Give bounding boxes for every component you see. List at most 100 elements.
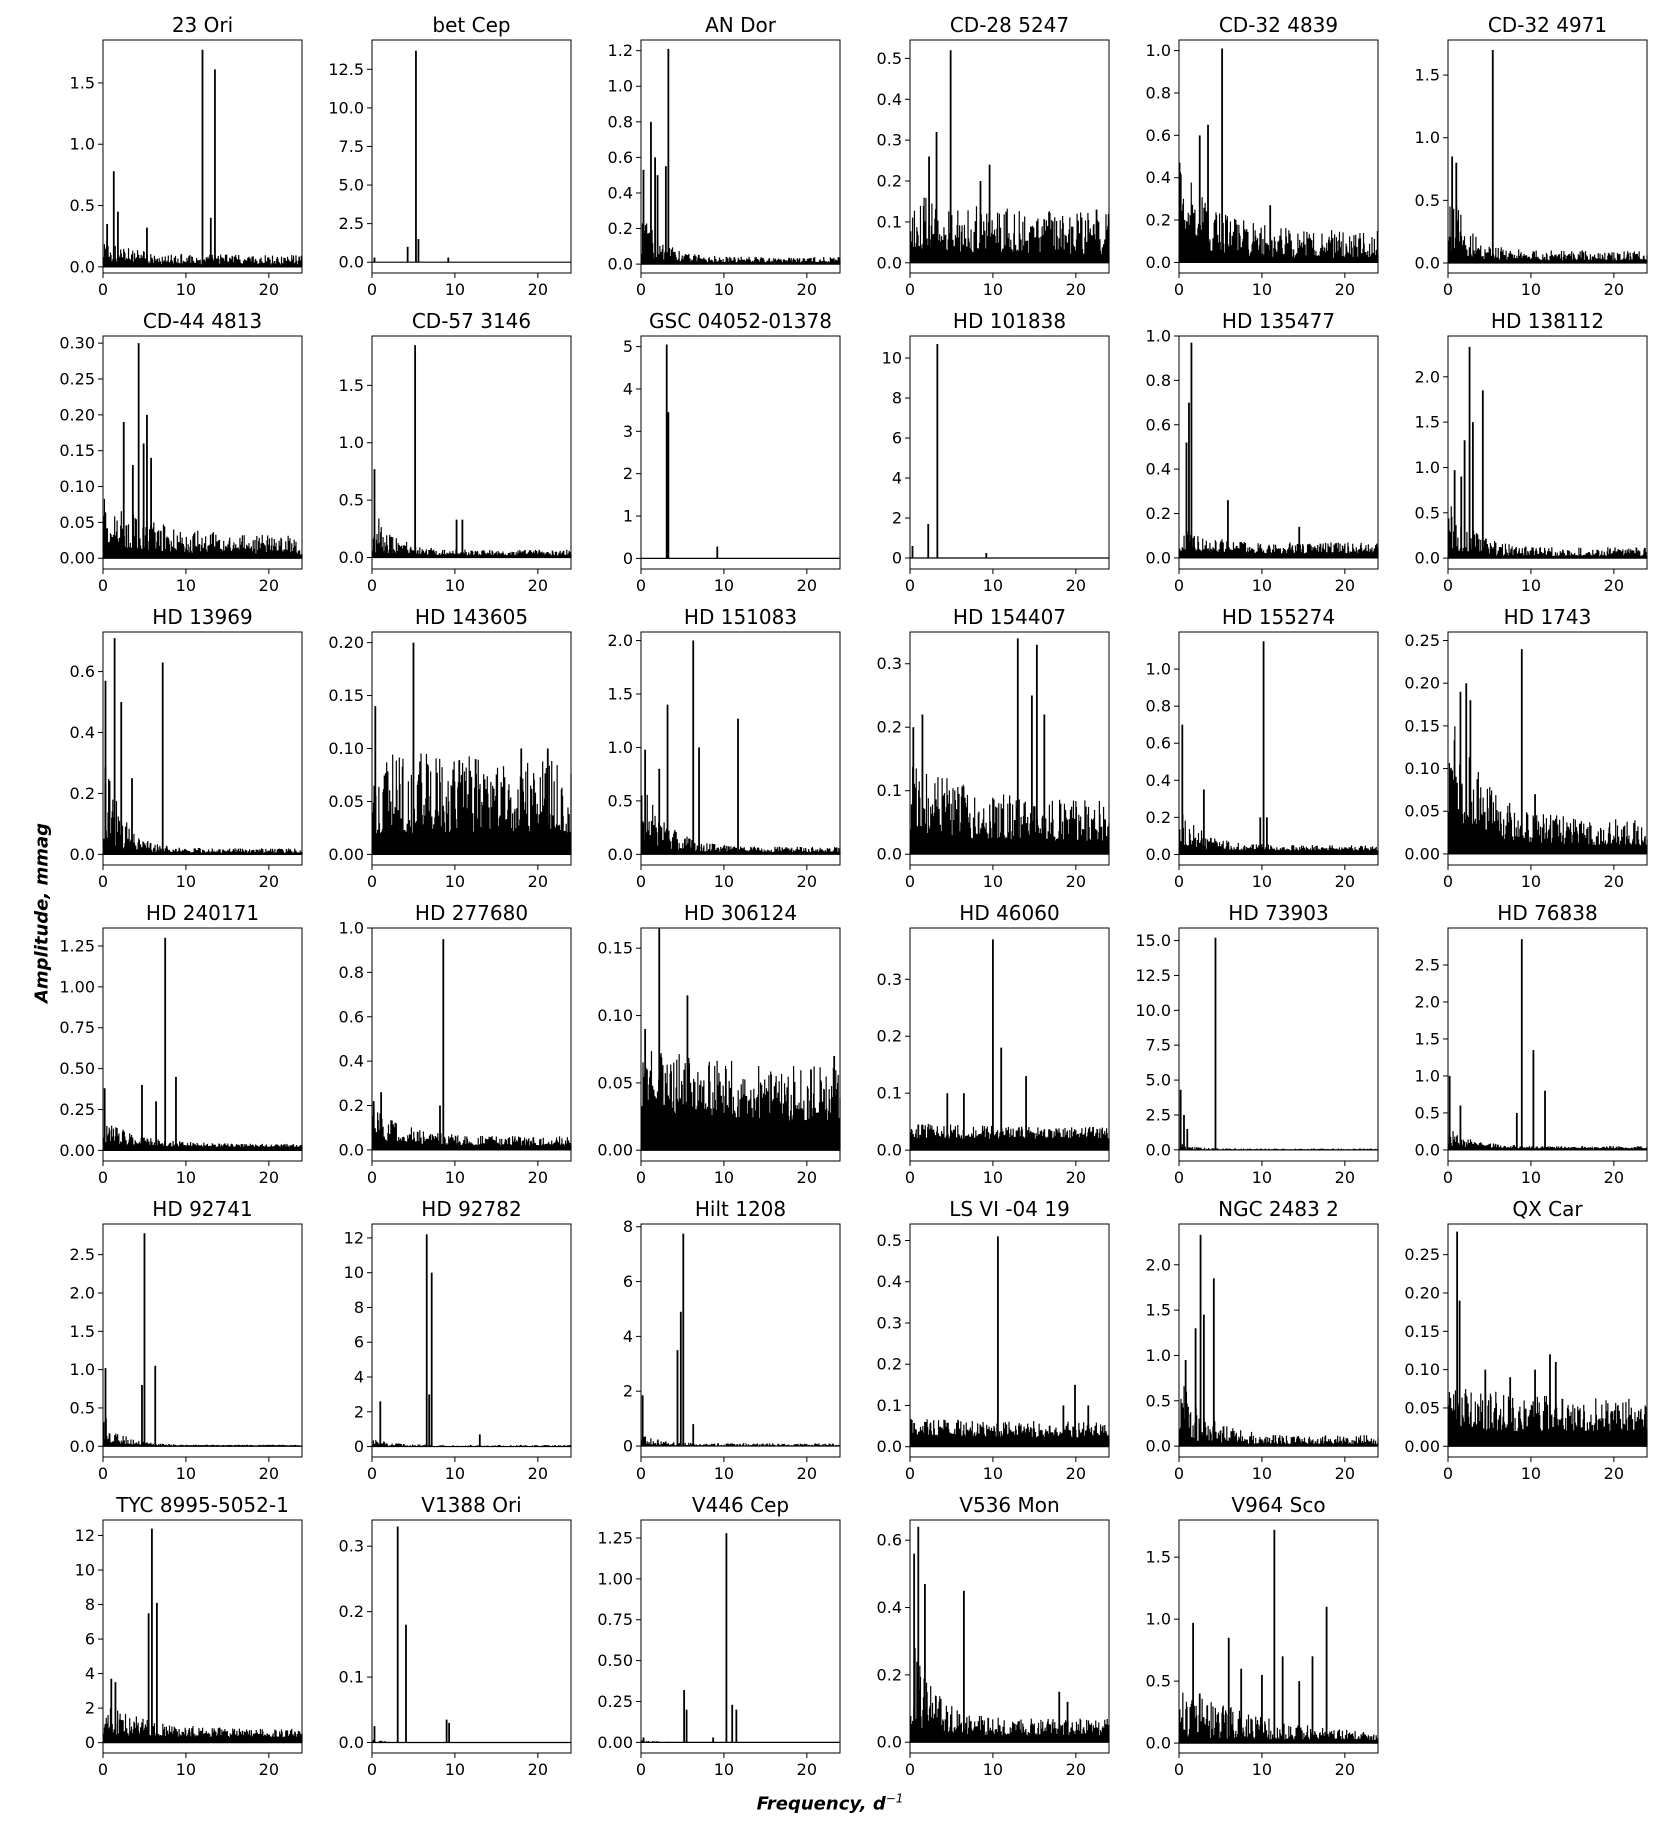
x-tick-label: 10 xyxy=(1521,1168,1541,1187)
plot-frame xyxy=(909,39,1110,274)
y-tick-label: 0.00 xyxy=(1404,844,1440,863)
y-tick-label: 0.10 xyxy=(1404,759,1440,778)
y-tick-label: 0.0 xyxy=(339,548,364,567)
subplot: HD 76838 0 10 20 0.0 0.5 1.0 1.5 2.0 2.5 xyxy=(1415,901,1648,1187)
y-tick-label: 0.20 xyxy=(328,633,364,652)
y-tick-label: 0.20 xyxy=(1404,1283,1440,1302)
subplot-title: bet Cep xyxy=(432,13,510,37)
y-tick-label: 0.00 xyxy=(597,1141,633,1160)
subplot: V964 Sco 0 10 20 0.0 0.5 1.0 1.5 xyxy=(1146,1493,1379,1779)
subplot: HD 73903 0 10 20 0.0 2.5 5.0 7.5 10.0 12.5 15.0 xyxy=(1135,901,1379,1187)
y-tick-label: 2 xyxy=(85,1699,95,1718)
spectrum-line xyxy=(1448,1388,1648,1447)
subplot: HD 277680 0 10 20 0.0 0.2 0.4 0.6 0.8 1.0 xyxy=(339,901,572,1187)
y-tick-label: 1.0 xyxy=(608,77,633,96)
subplot: CD-28 5247 0 10 20 0.0 0.1 0.2 0.3 0.4 0.5 xyxy=(877,13,1110,299)
x-tick-label: 0 xyxy=(367,1760,377,1779)
x-axis-label-unit: d xyxy=(872,1793,886,1815)
y-tick-label: 0.00 xyxy=(59,1141,95,1160)
y-tick-label: 0.0 xyxy=(1415,549,1440,568)
y-tick-label: 0.4 xyxy=(339,1052,364,1071)
x-tick-label: 10 xyxy=(714,1760,734,1779)
y-tick-label: 7.5 xyxy=(1146,1036,1171,1055)
subplot: CD-32 4971 0 10 20 0.0 0.5 1.0 1.5 xyxy=(1415,13,1648,299)
y-tick-label: 1.00 xyxy=(59,977,95,996)
y-tick-label: 0.5 xyxy=(1415,503,1440,522)
y-tick-label: 0.2 xyxy=(608,219,633,238)
y-tick-label: 1.2 xyxy=(608,41,633,60)
plot-frame xyxy=(371,927,572,1162)
x-tick-label: 0 xyxy=(905,576,915,595)
x-tick-label: 10 xyxy=(714,576,734,595)
y-tick-label: 0.00 xyxy=(59,549,95,568)
subplot-title: HD 306124 xyxy=(684,901,797,925)
plot-frame xyxy=(1178,1223,1379,1458)
y-tick-label: 6 xyxy=(892,429,902,448)
y-tick-label: 0.50 xyxy=(597,1651,633,1670)
y-tick-label: 0.10 xyxy=(1404,1360,1440,1379)
x-tick-label: 10 xyxy=(445,576,465,595)
y-tick-label: 0.15 xyxy=(1404,716,1440,735)
y-tick-label: 4 xyxy=(623,379,633,398)
y-tick-label: 0.2 xyxy=(1146,504,1171,523)
y-tick-label: 0.15 xyxy=(1404,1322,1440,1341)
y-tick-label: 0.2 xyxy=(339,1602,364,1621)
plot-frame xyxy=(640,631,841,866)
y-tick-label: 0 xyxy=(354,1437,364,1456)
spectrum-line xyxy=(910,1123,1110,1151)
y-tick-label: 0.15 xyxy=(59,441,95,460)
x-tick-label: 20 xyxy=(1604,280,1624,299)
x-tick-label: 20 xyxy=(1335,1464,1355,1483)
x-tick-label: 0 xyxy=(367,1168,377,1187)
spectrum-line xyxy=(910,197,1110,264)
y-tick-label: 0.1 xyxy=(877,1396,902,1415)
subplot-title: HD 1743 xyxy=(1504,605,1592,629)
y-tick-label: 0.6 xyxy=(1146,126,1171,145)
y-tick-label: 0.5 xyxy=(608,791,633,810)
y-tick-label: 0.05 xyxy=(1404,1398,1440,1417)
y-tick-label: 10.0 xyxy=(1135,1001,1171,1020)
y-tick-label: 0.5 xyxy=(877,1231,902,1250)
subplot: HD 1743 0 10 20 0.00 0.05 0.10 0.15 0.20 0.25 xyxy=(1404,605,1648,891)
plot-frame xyxy=(371,39,572,274)
subplot: CD-44 4813 0 10 20 0.00 0.05 0.10 0.15 0.20 0.25 0… xyxy=(59,309,303,595)
plot-frame xyxy=(909,631,1110,866)
x-tick-label: 0 xyxy=(636,1168,646,1187)
subplot: HD 46060 0 10 20 0.0 0.1 0.2 0.3 xyxy=(877,901,1110,1187)
y-tick-label: 0.20 xyxy=(1404,674,1440,693)
y-tick-label: 12.5 xyxy=(1135,966,1171,985)
y-tick-label: 2.0 xyxy=(1415,367,1440,386)
x-tick-label: 10 xyxy=(714,1168,734,1187)
y-tick-label: 0.0 xyxy=(70,257,95,276)
subplot: HD 13969 0 10 20 0.0 0.2 0.4 0.6 xyxy=(70,605,303,891)
y-tick-label: 0.4 xyxy=(70,723,95,742)
y-tick-label: 0.0 xyxy=(339,253,364,272)
y-tick-label: 0.2 xyxy=(1146,808,1171,827)
y-tick-label: 2.5 xyxy=(339,214,364,233)
y-tick-label: 1.0 xyxy=(1146,1346,1171,1365)
y-tick-label: 0.5 xyxy=(1146,1391,1171,1410)
x-tick-label: 20 xyxy=(1335,872,1355,891)
x-tick-label: 10 xyxy=(176,1464,196,1483)
subplot-title: HD 155274 xyxy=(1222,605,1335,629)
y-tick-label: 6 xyxy=(85,1630,95,1649)
plot-frame xyxy=(1178,39,1379,274)
plot-frame xyxy=(1178,335,1379,570)
y-tick-label: 0.25 xyxy=(59,370,95,389)
y-tick-label: 2 xyxy=(892,509,902,528)
y-tick-label: 2.0 xyxy=(1146,1255,1171,1274)
x-tick-label: 20 xyxy=(797,1464,817,1483)
x-tick-label: 20 xyxy=(1604,872,1624,891)
x-tick-label: 0 xyxy=(905,872,915,891)
y-tick-label: 10 xyxy=(344,1263,364,1282)
plot-frame xyxy=(640,1223,841,1458)
y-tick-label: 12 xyxy=(344,1228,364,1247)
y-tick-label: 0.05 xyxy=(597,1073,633,1092)
y-tick-label: 0 xyxy=(623,549,633,568)
x-tick-label: 10 xyxy=(1252,1464,1272,1483)
y-tick-label: 0.20 xyxy=(59,405,95,424)
x-tick-label: 0 xyxy=(636,872,646,891)
y-tick-label: 0.0 xyxy=(1146,1140,1171,1159)
subplot-title: V964 Sco xyxy=(1231,1493,1325,1517)
